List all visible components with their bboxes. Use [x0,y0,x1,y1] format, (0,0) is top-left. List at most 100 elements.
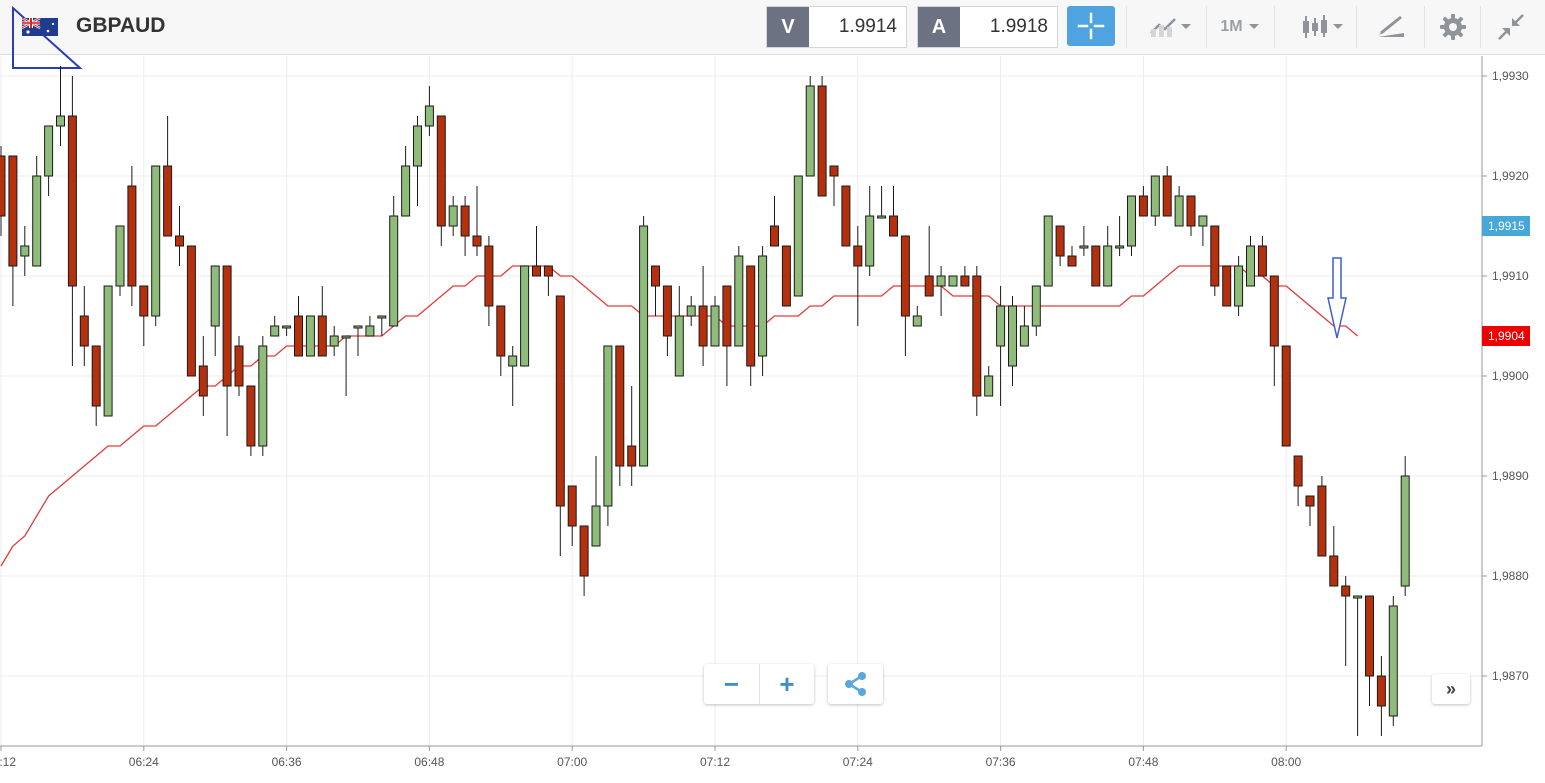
candle[interactable] [317,286,327,357]
ask-quote[interactable]: A 1.9918 [917,6,1058,48]
candle[interactable] [496,305,506,376]
candle[interactable] [865,186,875,276]
candle[interactable] [1162,166,1172,217]
candle[interactable] [1246,236,1255,287]
candle[interactable] [1008,296,1017,386]
candle[interactable] [543,265,553,296]
candle[interactable] [1019,306,1029,347]
price-chart[interactable]: 1,9870 1,9880 1,9890 1,9900 1,9910 1,9920 1,99… [0,56,1545,783]
candle[interactable] [1257,236,1267,277]
candle[interactable] [20,226,30,276]
candle[interactable] [722,285,732,386]
candle[interactable] [555,295,565,556]
candle[interactable] [591,456,601,547]
drawing-triangle-icon[interactable] [12,6,84,70]
candle[interactable] [579,525,589,596]
candle[interactable] [1091,245,1101,287]
chart-type-button[interactable] [1126,6,1206,48]
candle[interactable] [270,316,280,337]
candle[interactable] [1269,275,1279,386]
candle[interactable] [484,236,494,326]
candle[interactable] [329,326,339,356]
candle[interactable] [710,296,720,347]
candle[interactable] [1341,576,1351,666]
candle[interactable] [151,165,161,326]
candle[interactable] [948,275,958,287]
candle[interactable] [365,316,375,337]
settings-button[interactable] [1424,6,1480,48]
candle[interactable] [686,296,696,326]
candle[interactable] [115,225,125,296]
zoom-in-button[interactable]: + [759,664,814,704]
candle[interactable] [900,235,910,356]
candle[interactable] [246,385,256,456]
candle[interactable] [1174,186,1184,227]
candle[interactable] [996,286,1006,406]
candle[interactable] [912,306,922,327]
candle[interactable] [805,76,815,177]
candle[interactable] [1400,456,1410,596]
candle[interactable] [1103,226,1113,287]
candle[interactable] [662,285,672,356]
candle[interactable] [627,386,637,486]
candle[interactable] [1388,596,1398,726]
candle[interactable] [841,185,851,247]
candle[interactable] [448,196,458,236]
candle[interactable] [567,485,577,546]
candle[interactable] [353,325,363,356]
candle[interactable] [877,186,887,219]
candle[interactable] [56,66,65,146]
timeframe-button[interactable]: 1M [1206,6,1274,48]
candle[interactable] [532,226,541,277]
collapse-button[interactable] [1480,6,1540,48]
candle[interactable] [436,115,446,246]
candle[interactable] [198,336,208,416]
candle[interactable] [377,315,387,336]
candle[interactable] [163,116,173,237]
candle[interactable] [1115,216,1125,256]
candle[interactable] [91,345,101,426]
candle[interactable] [424,86,434,136]
candle[interactable] [1353,595,1363,736]
candle[interactable] [1293,455,1303,506]
candle[interactable] [615,345,625,486]
candle[interactable] [389,196,399,327]
zoom-out-button[interactable]: − [723,668,740,699]
candle[interactable] [8,155,18,306]
candle[interactable] [639,216,649,467]
bid-quote[interactable]: V 1.9914 [766,6,907,48]
candle[interactable] [67,76,77,366]
candle[interactable] [1198,215,1208,246]
scroll-to-latest-button[interactable]: » [1432,674,1470,704]
candle[interactable] [1305,495,1315,526]
crosshair-button[interactable] [1067,6,1115,46]
candle[interactable] [1138,186,1148,217]
candle[interactable] [698,266,708,366]
candle[interactable] [401,146,411,217]
candle[interactable] [1055,225,1065,266]
candle[interactable] [603,345,613,526]
candle[interactable] [341,335,351,396]
symbol-title[interactable]: GBPAUD [76,14,166,37]
candle[interactable] [1127,195,1136,256]
candle[interactable] [1079,226,1089,256]
candle[interactable] [1210,225,1220,296]
candle[interactable] [1043,215,1053,287]
candle[interactable] [222,265,232,436]
candle[interactable] [175,206,184,266]
candle[interactable] [1376,656,1386,736]
candle[interactable] [0,146,6,236]
candle[interactable] [44,125,54,196]
candle[interactable] [734,246,744,347]
candle[interactable] [1234,256,1244,316]
candle[interactable] [1317,476,1327,557]
candle[interactable] [79,286,89,366]
candle[interactable] [508,346,518,406]
candle[interactable] [234,336,244,396]
candle[interactable] [1329,526,1339,587]
candle[interactable] [460,196,470,256]
candle[interactable] [781,245,791,307]
candle[interactable] [139,285,149,346]
candle[interactable] [1222,265,1232,307]
candle[interactable] [1031,285,1041,336]
